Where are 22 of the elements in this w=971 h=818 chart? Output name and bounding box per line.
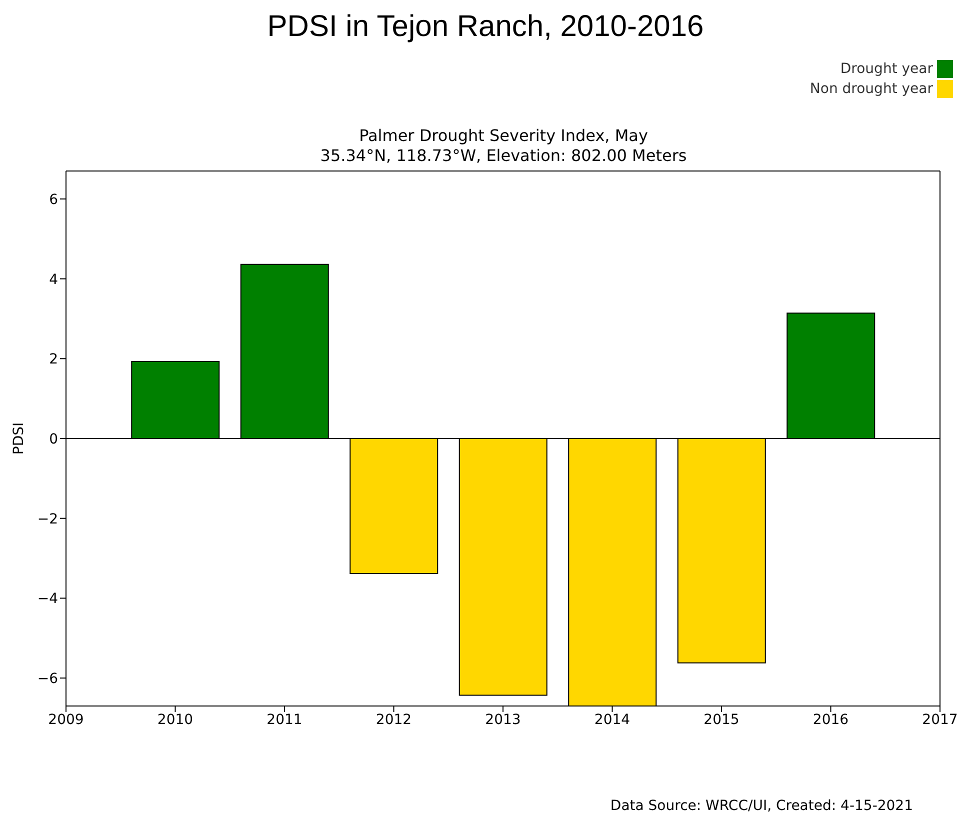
y-tick-label: 2 xyxy=(49,352,58,368)
y-tick-label: −6 xyxy=(37,671,58,688)
legend-label: Non drought year xyxy=(810,81,933,97)
x-tick-label: 2013 xyxy=(485,712,521,728)
y-tick-label: 0 xyxy=(49,431,58,448)
x-tick-label: 2016 xyxy=(812,712,849,728)
x-tick-label: 2014 xyxy=(594,712,630,728)
y-tick-label: −4 xyxy=(37,591,58,608)
y-tick-label: 4 xyxy=(49,272,58,288)
chart-title: PDSI in Tejon Ranch, 2010-2016 xyxy=(266,9,705,45)
y-tick-label: 6 xyxy=(49,192,58,208)
x-tick-label: 2010 xyxy=(157,712,194,728)
x-tick-label: 2009 xyxy=(48,712,84,728)
x-tick-label: 2011 xyxy=(266,712,302,728)
legend-label: Drought year xyxy=(840,61,933,77)
source-note: Data Source: WRCC/UI, Created: 4-15-2021 xyxy=(610,798,913,814)
y-axis-title: PDSI xyxy=(10,422,27,455)
x-tick-label: 2017 xyxy=(922,712,958,728)
y-tick-label: −2 xyxy=(37,511,58,528)
chart-subtitle: Palmer Drought Severity Index, May 35.34°N, 118.73°W, Elevation: 802.00 Meters xyxy=(319,126,688,166)
x-tick-label: 2012 xyxy=(376,712,412,728)
x-tick-label: 2015 xyxy=(704,712,740,728)
